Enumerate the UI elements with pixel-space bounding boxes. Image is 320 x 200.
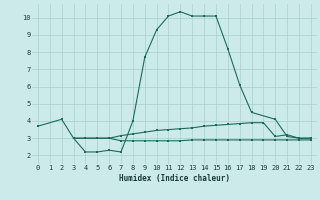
- X-axis label: Humidex (Indice chaleur): Humidex (Indice chaleur): [119, 174, 230, 183]
